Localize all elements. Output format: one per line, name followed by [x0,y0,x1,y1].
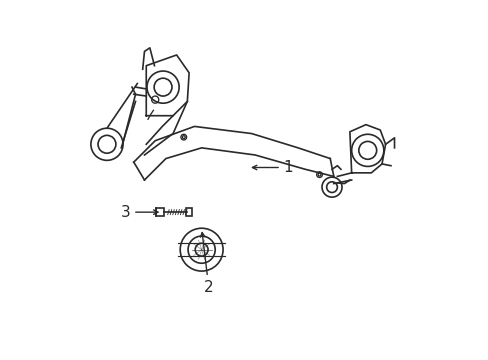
Text: 1: 1 [252,160,293,175]
Text: 3: 3 [120,204,158,220]
Text: 2: 2 [200,233,213,295]
FancyBboxPatch shape [185,208,192,216]
FancyBboxPatch shape [156,208,164,216]
